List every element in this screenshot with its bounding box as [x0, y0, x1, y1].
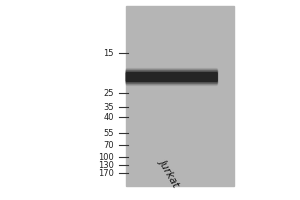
Text: 130: 130 [98, 160, 114, 170]
FancyBboxPatch shape [126, 71, 218, 83]
Text: 25: 25 [103, 88, 114, 98]
Text: 55: 55 [103, 129, 114, 138]
Text: 40: 40 [103, 112, 114, 121]
Text: 170: 170 [98, 168, 114, 178]
Bar [126, 6, 234, 186]
FancyBboxPatch shape [126, 70, 218, 84]
Text: Jurkat: Jurkat [158, 157, 182, 188]
FancyBboxPatch shape [126, 72, 217, 82]
FancyBboxPatch shape [126, 69, 218, 85]
Text: 15: 15 [103, 48, 114, 58]
Text: 70: 70 [103, 140, 114, 149]
Text: 100: 100 [98, 152, 114, 162]
Text: 35: 35 [103, 102, 114, 112]
